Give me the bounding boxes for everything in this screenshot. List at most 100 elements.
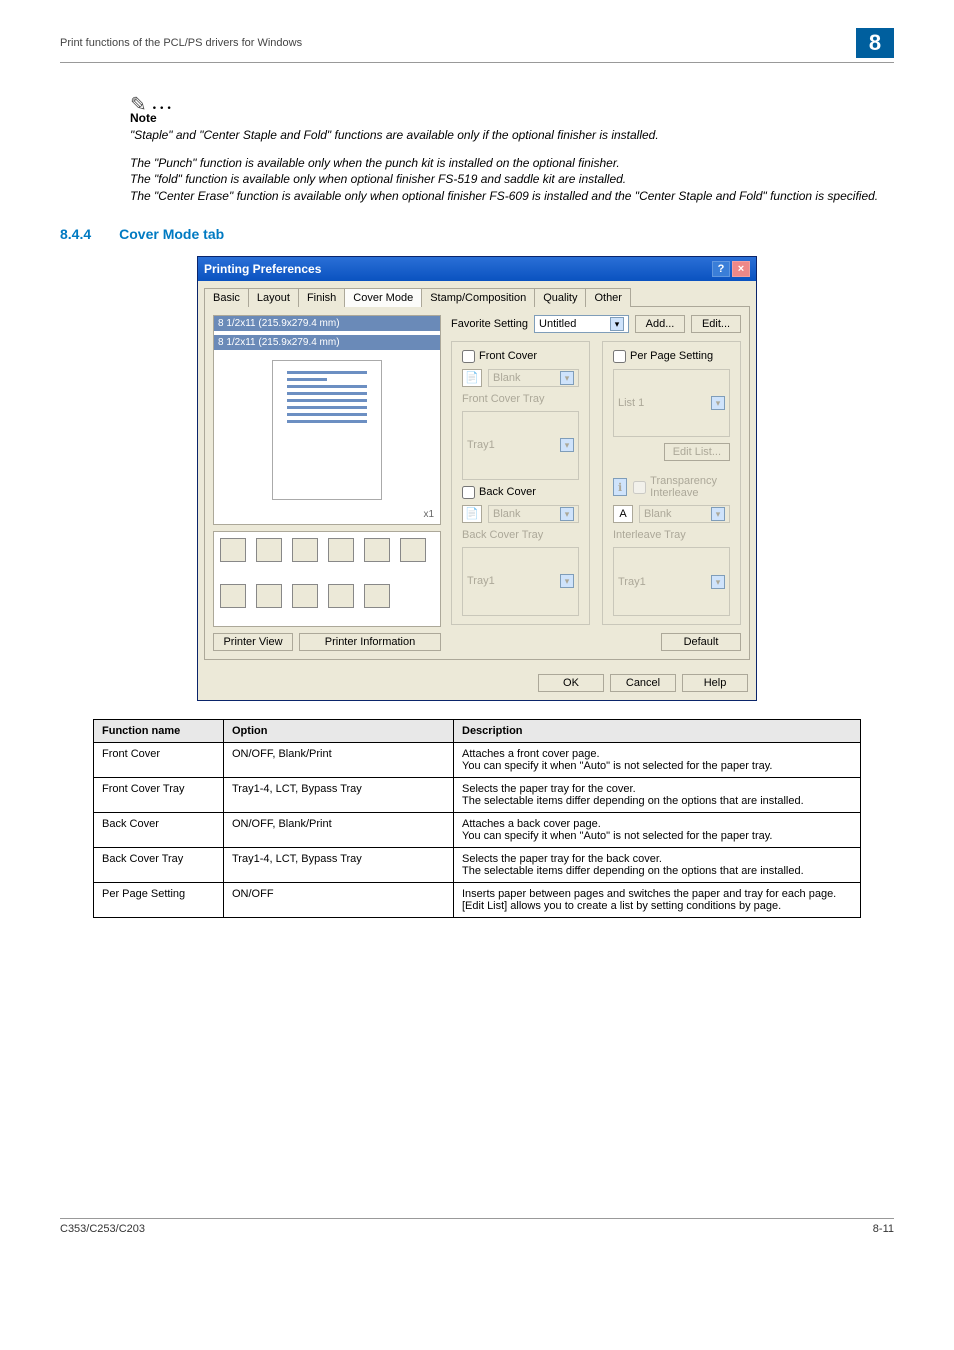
cancel-button[interactable]: Cancel	[610, 674, 676, 692]
favorite-row: Favorite Setting Untitled ▾ Add... Edit.…	[451, 315, 741, 333]
col-function-name: Function name	[94, 719, 224, 742]
section-heading: 8.4.4 Cover Mode tab	[60, 226, 894, 242]
tab-strip: Basic Layout Finish Cover Mode Stamp/Com…	[198, 281, 756, 306]
back-blank-combo: Blank▾	[488, 505, 579, 523]
footer-left: C353/C253/C203	[60, 1223, 145, 1235]
dialog-body: 8 1/2x11 (215.9x279.4 mm) 8 1/2x11 (215.…	[204, 306, 750, 660]
edit-list-button: Edit List...	[664, 443, 730, 461]
printer-view-button[interactable]: Printer View	[213, 633, 293, 651]
table-cell: Attaches a back cover page. You can spec…	[454, 812, 861, 847]
interleave-tray-combo: Tray1▾	[613, 547, 730, 616]
thumbnail-row	[213, 531, 441, 627]
tab-other[interactable]: Other	[585, 288, 631, 307]
close-icon[interactable]: ×	[732, 261, 750, 277]
back-cover-tray-combo: Tray1▾	[462, 547, 579, 616]
table-header-row: Function name Option Description	[94, 719, 861, 742]
header-title: Print functions of the PCL/PS drivers fo…	[60, 37, 302, 49]
thumb-icon[interactable]	[328, 538, 354, 562]
table-cell: Tray1-4, LCT, Bypass Tray	[224, 777, 454, 812]
info-icon: ℹ	[613, 478, 627, 496]
table-cell: Front Cover Tray	[94, 777, 224, 812]
favorite-label: Favorite Setting	[451, 318, 528, 330]
thumb-icon[interactable]	[364, 538, 390, 562]
table-cell: Tray1-4, LCT, Bypass Tray	[224, 847, 454, 882]
preview-size-1: 8 1/2x11 (215.9x279.4 mm)	[214, 316, 440, 331]
table-row: Back CoverON/OFF, Blank/PrintAttaches a …	[94, 812, 861, 847]
add-button[interactable]: Add...	[635, 315, 685, 333]
tab-basic[interactable]: Basic	[204, 288, 249, 307]
page-footer: C353/C253/C203 8-11	[60, 1218, 894, 1235]
chapter-number: 8	[856, 28, 894, 58]
thumb-icon[interactable]	[256, 584, 282, 608]
footer-right: 8-11	[873, 1223, 894, 1235]
table-cell: Per Page Setting	[94, 882, 224, 917]
table-row: Front Cover TrayTray1-4, LCT, Bypass Tra…	[94, 777, 861, 812]
per-page-group: Per Page Setting List 1▾ Edit List... ℹ …	[602, 341, 741, 625]
table-cell: Inserts paper between pages and switches…	[454, 882, 861, 917]
tab-finish[interactable]: Finish	[298, 288, 345, 307]
cover-group: Front Cover 📄 Blank▾ Front Cover Tray Tr…	[451, 341, 590, 625]
dialog-title: Printing Preferences	[204, 262, 321, 276]
thumb-icon[interactable]	[220, 538, 246, 562]
thumb-icon[interactable]	[328, 584, 354, 608]
front-cover-icon: 📄	[462, 369, 482, 387]
help-button[interactable]: Help	[682, 674, 748, 692]
printer-information-button[interactable]: Printer Information	[299, 633, 441, 651]
edit-button[interactable]: Edit...	[691, 315, 741, 333]
note-label: Note	[130, 111, 894, 125]
favorite-value: Untitled	[539, 318, 576, 330]
list-combo: List 1▾	[613, 369, 730, 438]
table-cell: ON/OFF, Blank/Print	[224, 742, 454, 777]
thumb-icon[interactable]	[400, 538, 426, 562]
thumb-icon[interactable]	[220, 584, 246, 608]
note-body-1: "Staple" and "Center Staple and Fold" fu…	[130, 127, 894, 143]
help-icon[interactable]: ?	[712, 261, 730, 277]
preview-page-icon	[272, 360, 382, 500]
table-cell: ON/OFF, Blank/Print	[224, 812, 454, 847]
dialog-titlebar: Printing Preferences ? ×	[198, 257, 756, 281]
front-cover-checkbox[interactable]: Front Cover	[462, 350, 579, 363]
chevron-down-icon: ▾	[610, 317, 624, 331]
preview-size-2: 8 1/2x11 (215.9x279.4 mm)	[214, 335, 440, 350]
table-cell: Front Cover	[94, 742, 224, 777]
front-cover-tray-combo: Tray1▾	[462, 411, 579, 480]
thumb-icon[interactable]	[364, 584, 390, 608]
thumb-icon[interactable]	[256, 538, 282, 562]
interleave-tray-label: Interleave Tray	[613, 529, 730, 541]
col-option: Option	[224, 719, 454, 742]
note-body-2: The "Punch" function is available only w…	[130, 155, 894, 204]
table-row: Back Cover TrayTray1-4, LCT, Bypass Tray…	[94, 847, 861, 882]
function-table: Function name Option Description Front C…	[93, 719, 861, 918]
tab-cover-mode[interactable]: Cover Mode	[344, 288, 422, 307]
thumb-icon[interactable]	[292, 584, 318, 608]
table-cell: Selects the paper tray for the cover. Th…	[454, 777, 861, 812]
tab-stamp[interactable]: Stamp/Composition	[421, 288, 535, 307]
back-cover-tray-label: Back Cover Tray	[462, 529, 579, 541]
table-row: Front CoverON/OFF, Blank/PrintAttaches a…	[94, 742, 861, 777]
table-cell: Back Cover Tray	[94, 847, 224, 882]
back-cover-checkbox[interactable]: Back Cover	[462, 486, 579, 499]
section-number: 8.4.4	[60, 226, 91, 242]
ok-button[interactable]: OK	[538, 674, 604, 692]
front-blank-combo: Blank▾	[488, 369, 579, 387]
printing-preferences-dialog: Printing Preferences ? × Basic Layout Fi…	[197, 256, 757, 701]
per-page-checkbox[interactable]: Per Page Setting	[613, 350, 730, 363]
tab-layout[interactable]: Layout	[248, 288, 299, 307]
thumb-icon[interactable]	[292, 538, 318, 562]
interleave-icon: A	[613, 505, 633, 523]
page-preview: 8 1/2x11 (215.9x279.4 mm) 8 1/2x11 (215.…	[213, 315, 441, 525]
table-cell: Selects the paper tray for the back cove…	[454, 847, 861, 882]
table-row: Per Page SettingON/OFFInserts paper betw…	[94, 882, 861, 917]
front-cover-tray-label: Front Cover Tray	[462, 393, 579, 405]
page-header: Print functions of the PCL/PS drivers fo…	[60, 28, 894, 63]
favorite-combo[interactable]: Untitled ▾	[534, 315, 629, 333]
table-cell: Back Cover	[94, 812, 224, 847]
right-pane: Favorite Setting Untitled ▾ Add... Edit.…	[451, 315, 741, 651]
back-cover-icon: 📄	[462, 505, 482, 523]
transparency-checkbox: ℹ Transparency Interleave	[613, 475, 730, 499]
default-button[interactable]: Default	[661, 633, 741, 651]
left-pane: 8 1/2x11 (215.9x279.4 mm) 8 1/2x11 (215.…	[213, 315, 441, 651]
table-cell: Attaches a front cover page. You can spe…	[454, 742, 861, 777]
col-description: Description	[454, 719, 861, 742]
tab-quality[interactable]: Quality	[534, 288, 586, 307]
